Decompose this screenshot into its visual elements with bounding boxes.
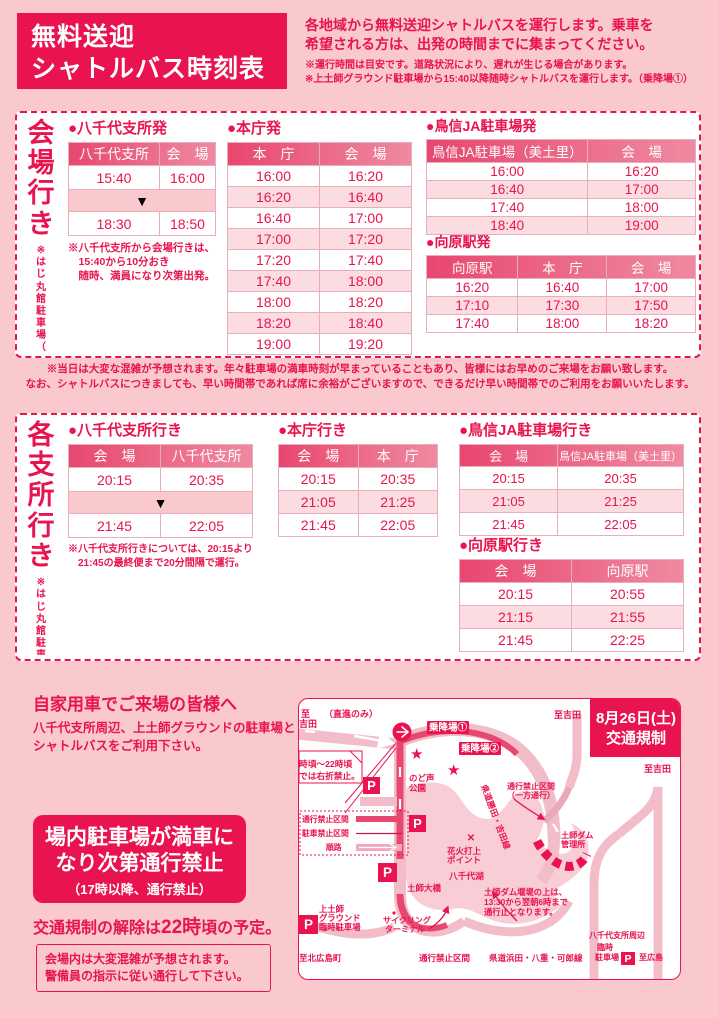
svg-text:P: P bbox=[624, 953, 631, 965]
svg-text:P: P bbox=[367, 778, 376, 793]
svg-text:通行止となります。: 通行止となります。 bbox=[484, 907, 558, 917]
svg-text:土師ダム: 土師ダム bbox=[561, 830, 593, 840]
svg-text:サイクリング: サイクリング bbox=[383, 915, 431, 925]
svg-text:駐車禁止区間: 駐車禁止区間 bbox=[302, 828, 349, 838]
svg-text:吉田: 吉田 bbox=[299, 718, 317, 729]
svg-text:乗降場②: 乗降場② bbox=[461, 743, 500, 755]
svg-text:ポイント: ポイント bbox=[447, 855, 481, 865]
svg-text:管理所: 管理所 bbox=[561, 839, 585, 849]
svg-text:交通規制: 交通規制 bbox=[606, 729, 666, 747]
svg-text:乗降場①: 乗降場① bbox=[429, 722, 468, 734]
svg-text:P: P bbox=[413, 816, 422, 831]
svg-text:（直進のみ）: （直進のみ） bbox=[324, 708, 378, 719]
svg-text:P: P bbox=[383, 865, 392, 880]
svg-text:8月26日(土): 8月26日(土) bbox=[596, 709, 676, 727]
svg-text:駐車場: 駐車場 bbox=[595, 952, 619, 962]
svg-text:公園: 公園 bbox=[409, 783, 426, 793]
svg-text:八千代支所周辺: 八千代支所周辺 bbox=[588, 930, 645, 940]
svg-text:ターミナル: ターミナル bbox=[385, 924, 425, 934]
svg-text:至広島: 至広島 bbox=[639, 952, 663, 962]
svg-text:臨時: 臨時 bbox=[597, 942, 613, 952]
svg-text:のど声: のど声 bbox=[409, 773, 435, 783]
svg-text:順路: 順路 bbox=[325, 842, 342, 852]
svg-text:八千代湖: 八千代湖 bbox=[448, 870, 484, 881]
svg-text:至北広島町: 至北広島町 bbox=[299, 953, 342, 963]
svg-text:時頃～22時頃: 時頃～22時頃 bbox=[299, 758, 352, 769]
svg-text:通行禁止区間: 通行禁止区間 bbox=[419, 953, 470, 963]
svg-text:至吉田: 至吉田 bbox=[554, 709, 581, 720]
svg-text:臨時駐車場: 臨時駐車場 bbox=[319, 922, 361, 932]
svg-text:✕: ✕ bbox=[467, 833, 475, 844]
svg-text:土師ダム堰堤の上は、: 土師ダム堰堤の上は、 bbox=[484, 887, 567, 897]
svg-text:至吉田: 至吉田 bbox=[644, 763, 671, 774]
svg-text:至: 至 bbox=[301, 709, 310, 719]
svg-text:通行禁止区間: 通行禁止区間 bbox=[507, 781, 555, 791]
svg-text:（一方通行）: （一方通行） bbox=[507, 790, 555, 800]
svg-text:★: ★ bbox=[447, 762, 460, 779]
svg-text:P: P bbox=[304, 917, 313, 932]
svg-text:★: ★ bbox=[410, 746, 423, 763]
svg-text:土師大橋: 土師大橋 bbox=[407, 883, 442, 893]
svg-text:通行禁止区間: 通行禁止区間 bbox=[302, 814, 349, 824]
svg-text:では右折禁止。: では右折禁止。 bbox=[299, 770, 360, 781]
svg-text:県道浜田・八重・可郎線: 県道浜田・八重・可郎線 bbox=[489, 953, 583, 963]
